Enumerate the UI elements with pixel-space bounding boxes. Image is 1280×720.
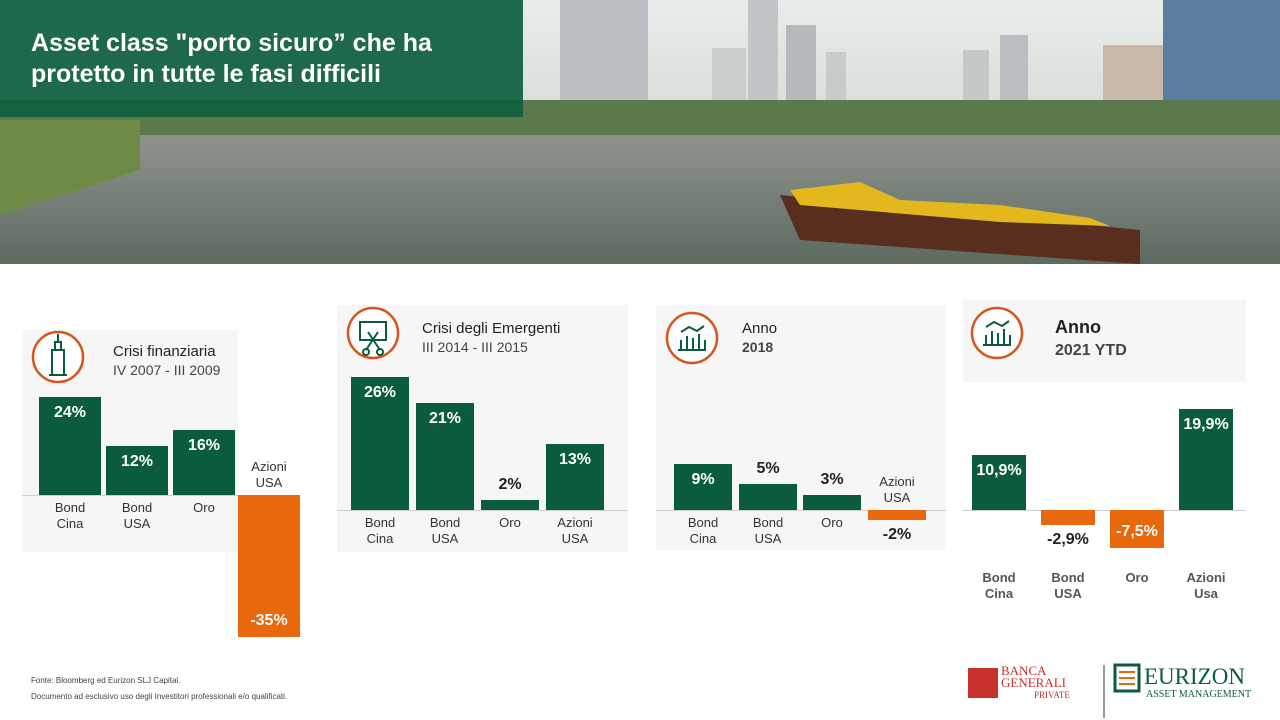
footer-note: Fonte: Bloomberg ed Eurizon SLJ Capital.: [31, 676, 181, 685]
category-label: Bond USA: [752, 514, 784, 546]
bar: [972, 454, 1026, 510]
category-label: Oro: [821, 514, 843, 530]
category-label: Bond Cina: [54, 499, 86, 531]
bar: [803, 494, 861, 510]
chart-title: Crisi finanziaria: [113, 343, 216, 360]
logo-text: PRIVATE: [1034, 690, 1070, 700]
value-label: 10,9%: [976, 461, 1022, 479]
chart-subtitle: III 2014 - III 2015: [422, 339, 528, 355]
chart-subtitle: 2018: [742, 339, 774, 355]
value-label: -35%: [250, 612, 288, 629]
category-label: Bond USA: [1051, 570, 1085, 601]
category-label: Oro: [1125, 570, 1149, 585]
chart-title: Crisi degli Emergenti: [422, 320, 561, 337]
value-label: 3%: [820, 470, 844, 488]
chart-title: Anno: [742, 320, 778, 337]
value-label: -7,5%: [1116, 523, 1158, 540]
chart-title: Anno: [1055, 317, 1101, 337]
bar: [868, 509, 926, 520]
value-label: 19,9%: [1183, 416, 1229, 433]
category-label: Azioni Usa: [1186, 570, 1226, 601]
category-label: Azioni USA: [557, 515, 593, 546]
bar: [481, 499, 539, 510]
value-label: 21%: [428, 409, 462, 427]
logo-text: EURIZON: [1144, 664, 1245, 689]
value-label: 13%: [558, 450, 592, 468]
value-label: 5%: [756, 460, 780, 478]
category-label: Bond Cina: [364, 515, 396, 546]
baseline: [22, 494, 300, 496]
bar: [739, 484, 797, 510]
category-label: Bond Cina: [687, 514, 719, 546]
bar: [351, 377, 409, 510]
chart-subtitle: IV 2007 - III 2009: [113, 362, 221, 378]
value-label: 2%: [498, 475, 522, 493]
category-label: Azioni USA: [879, 473, 915, 505]
footer-note: Documento ad esclusivo uso degli Investi…: [31, 692, 288, 701]
baseline: [963, 509, 1246, 511]
bar: [39, 397, 101, 495]
slide-title: Asset class "porto sicuro” che ha protet…: [31, 29, 432, 88]
category-label: Bond Cina: [982, 570, 1016, 601]
category-label: Azioni USA: [251, 458, 287, 490]
bar: [238, 494, 300, 637]
value-label: 24%: [53, 404, 87, 421]
category-label: Oro: [193, 499, 215, 515]
bar: [416, 402, 474, 510]
bar: [546, 443, 604, 510]
baseline: [337, 510, 628, 511]
logo-text: ASSET MANAGEMENT: [1146, 689, 1252, 700]
category-label: Bond USA: [429, 515, 461, 546]
bar: [674, 464, 732, 510]
bar: [1041, 509, 1095, 525]
value-label: 26%: [363, 384, 397, 401]
bar: [173, 429, 235, 495]
category-label: Oro: [499, 515, 521, 530]
bar: [1179, 409, 1233, 510]
logo-text: BANCA GENERALI: [1001, 663, 1066, 690]
baseline: [656, 509, 946, 511]
value-label: 16%: [187, 436, 221, 454]
bar: [106, 445, 168, 495]
category-label: Bond USA: [121, 499, 153, 531]
value-label: 12%: [120, 452, 154, 470]
value-label: 9%: [691, 471, 715, 488]
value-label: -2%: [882, 526, 912, 543]
bar: [1110, 509, 1164, 548]
header-photo: [0, 0, 1280, 264]
value-label: -2,9%: [1047, 530, 1089, 548]
chart-subtitle: 2021 YTD: [1055, 342, 1127, 359]
